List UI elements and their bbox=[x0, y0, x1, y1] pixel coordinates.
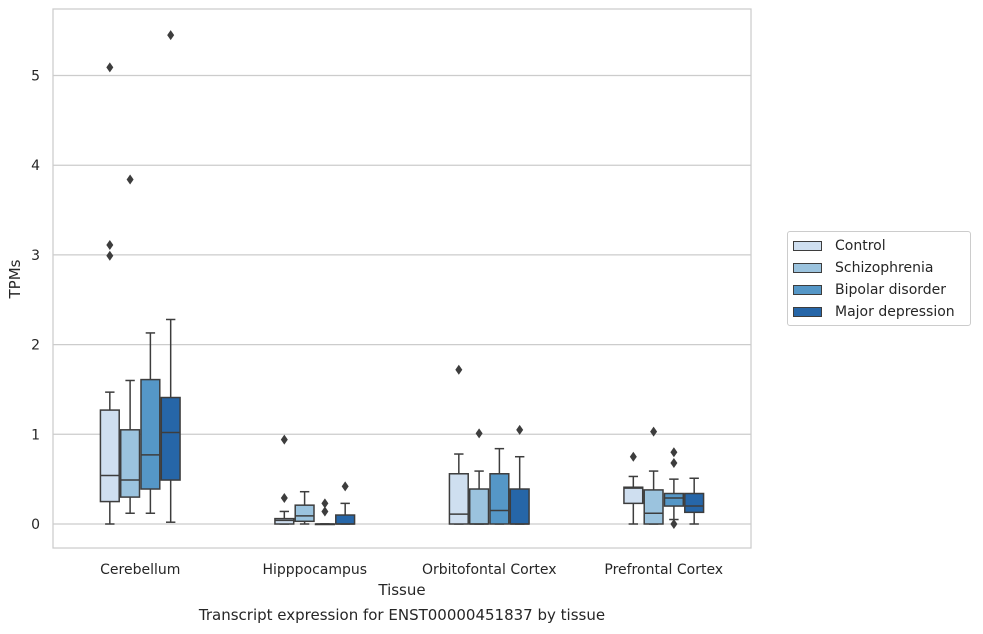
outlier-point bbox=[455, 364, 463, 375]
outlier-point bbox=[106, 240, 114, 251]
box-bipolar-disorder-hipppocampus bbox=[314, 498, 336, 526]
box-body bbox=[623, 486, 644, 505]
x-axis-label: Tissue bbox=[377, 581, 425, 599]
box-body bbox=[99, 409, 120, 503]
outlier-point bbox=[167, 30, 175, 41]
box-schizophrenia-prefrontal-cortex bbox=[643, 426, 664, 525]
box-control-hipppocampus bbox=[274, 434, 295, 525]
legend-swatch-schizophrenia bbox=[793, 263, 822, 273]
box-bipolar-disorder-cerebellum bbox=[140, 332, 161, 514]
chart-caption: Transcript expression for ENST0000045183… bbox=[198, 606, 606, 624]
box-major-depression-orbitofontal-cortex bbox=[509, 424, 530, 525]
box-body bbox=[448, 473, 469, 525]
box-bipolar-disorder-orbitofontal-cortex bbox=[489, 447, 510, 525]
x-tick-label-hipppocampus: Hipppocampus bbox=[262, 562, 367, 578]
box-body bbox=[489, 473, 510, 525]
legend-swatch-major-depression bbox=[793, 307, 822, 317]
outlier-point bbox=[280, 434, 288, 445]
y-tick-label-2: 2 bbox=[31, 338, 40, 354]
outlier-point bbox=[670, 519, 678, 529]
x-tick-label-orbitofontal-cortex: Orbitofontal Cortex bbox=[422, 562, 557, 578]
outlier-point bbox=[321, 506, 329, 517]
box-schizophrenia-hipppocampus bbox=[294, 490, 315, 525]
box-major-depression-cerebellum bbox=[160, 30, 181, 523]
box-major-depression-prefrontal-cortex bbox=[684, 477, 705, 525]
y-tick-label-3: 3 bbox=[31, 248, 40, 264]
outlier-point bbox=[516, 424, 524, 435]
outlier-point bbox=[106, 62, 114, 73]
outlier-point bbox=[106, 250, 114, 261]
outlier-point bbox=[341, 481, 349, 492]
outlier-point bbox=[126, 174, 134, 185]
box-body bbox=[140, 378, 161, 490]
outlier-point bbox=[321, 498, 329, 509]
legend-label-control: Control bbox=[835, 238, 886, 254]
y-tick-labels: 0 1 2 3 4 5 bbox=[31, 69, 40, 534]
box-body bbox=[509, 488, 530, 525]
box-body bbox=[335, 514, 356, 525]
x-tick-labels: Cerebellum Hipppocampus Orbitofontal Corte… bbox=[100, 562, 723, 578]
box-body bbox=[468, 488, 490, 525]
box-body bbox=[684, 492, 705, 514]
legend-label-major-depression: Major depression bbox=[835, 304, 955, 320]
legend-swatch-control bbox=[793, 241, 822, 251]
y-axis-label: TPMs bbox=[6, 259, 24, 299]
outlier-point bbox=[650, 426, 658, 437]
y-tick-label-0: 0 bbox=[31, 517, 40, 533]
outlier-point bbox=[629, 451, 637, 462]
box-bipolar-disorder-prefrontal-cortex bbox=[663, 447, 685, 529]
y-tick-label-5: 5 bbox=[31, 69, 40, 85]
box-schizophrenia-orbitofontal-cortex bbox=[468, 428, 490, 525]
x-tick-label-prefrontal-cortex: Prefrontal Cortex bbox=[604, 562, 723, 578]
box-body bbox=[294, 504, 315, 523]
box-schizophrenia-cerebellum bbox=[119, 174, 141, 514]
y-tick-label-1: 1 bbox=[31, 427, 40, 443]
x-tick-label-cerebellum: Cerebellum bbox=[100, 562, 180, 578]
box-control-cerebellum bbox=[99, 62, 120, 525]
box-body bbox=[160, 396, 181, 481]
box-major-depression-hipppocampus bbox=[335, 481, 356, 525]
box-body bbox=[119, 429, 141, 498]
box-control-prefrontal-cortex bbox=[623, 451, 644, 525]
y-tick-label-4: 4 bbox=[31, 158, 40, 174]
box-series bbox=[99, 30, 705, 529]
box-body bbox=[663, 492, 685, 507]
outlier-point bbox=[670, 447, 678, 458]
legend-label-schizophrenia: Schizophrenia bbox=[835, 260, 934, 276]
box-body bbox=[643, 489, 664, 525]
box-control-orbitofontal-cortex bbox=[448, 364, 469, 525]
outlier-point bbox=[280, 492, 288, 503]
legend-label-bipolar-disorder: Bipolar disorder bbox=[835, 282, 947, 298]
legend-swatch-bipolar-disorder bbox=[793, 285, 822, 295]
legend: Control Schizophrenia Bipolar disorder M… bbox=[787, 231, 971, 326]
outlier-point bbox=[670, 458, 678, 469]
outlier-point bbox=[475, 428, 483, 439]
box-body bbox=[274, 517, 295, 525]
